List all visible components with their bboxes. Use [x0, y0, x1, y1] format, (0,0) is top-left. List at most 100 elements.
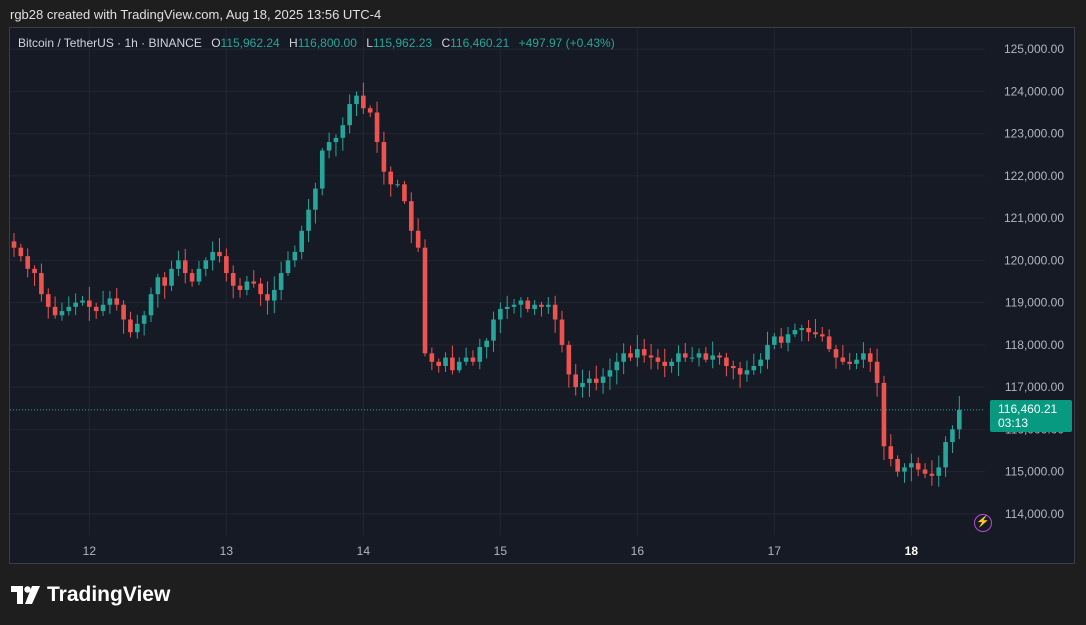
bolt-icon[interactable]: ⚡	[974, 514, 992, 532]
candle-body	[313, 188, 318, 210]
candle-body	[463, 357, 469, 362]
candle-body	[504, 306, 510, 309]
candle-body	[66, 306, 72, 312]
candle-body	[532, 304, 537, 309]
candle-body	[833, 349, 839, 358]
price-axis: 114,000.00115,000.00116,000.00117,000.00…	[1004, 42, 1064, 521]
candle-body	[785, 334, 791, 343]
time-axis: 12 13 14 15 16 17 18	[83, 544, 919, 558]
candle-body	[381, 142, 387, 172]
candles	[11, 82, 962, 487]
candle-body	[80, 300, 85, 303]
candle-body	[867, 353, 873, 362]
candle-body	[456, 361, 462, 371]
candle-body	[730, 366, 736, 369]
candle-body	[155, 277, 161, 295]
candle-body	[347, 104, 352, 126]
last-price-value: 116,460.21	[998, 402, 1058, 416]
candle-body	[525, 300, 531, 309]
time-tick-label: 16	[631, 544, 645, 558]
candle-body	[861, 353, 866, 360]
legend-change: +497.97 (+0.43%)	[518, 36, 615, 50]
candle-body	[203, 260, 209, 269]
legend-low-label: L	[366, 36, 373, 50]
time-tick-label: 15	[494, 544, 508, 558]
candle-body	[224, 256, 229, 274]
candle-body	[73, 302, 78, 307]
grid-lines	[10, 28, 985, 535]
candle-body	[648, 355, 654, 358]
candle-body	[724, 357, 729, 366]
price-tick-label: 119,000.00	[1005, 296, 1064, 310]
candle-body	[813, 332, 818, 335]
candle-body	[182, 260, 188, 274]
candle-body	[258, 283, 263, 295]
candle-body	[251, 281, 257, 284]
legend-low: 115,962.23	[372, 36, 433, 50]
candle-body	[957, 409, 962, 430]
candle-body	[607, 370, 613, 377]
candle-body	[402, 184, 407, 202]
candle-body	[751, 366, 757, 371]
price-tick-label: 114,000.00	[1005, 507, 1064, 521]
tradingview-logo[interactable]: TradingView	[11, 583, 170, 607]
candle-body	[484, 340, 489, 347]
candle-body	[361, 95, 366, 109]
candle-body	[614, 361, 620, 371]
time-tick-label: 17	[768, 544, 782, 558]
candle-body	[374, 112, 380, 143]
candle-body	[210, 251, 215, 261]
candle-body	[676, 353, 681, 362]
candle-body	[292, 251, 298, 261]
candle-body	[669, 361, 674, 366]
time-tick-label: 13	[220, 544, 234, 558]
candle-body	[141, 315, 147, 324]
candle-body	[820, 334, 825, 337]
candle-body	[326, 142, 332, 151]
candle-body	[244, 281, 250, 290]
candle-body	[593, 378, 599, 383]
chart-frame[interactable]: 114,000.00115,000.00116,000.00117,000.00…	[9, 27, 1075, 564]
candle-body	[32, 268, 37, 274]
candle-body	[477, 346, 483, 362]
legend-open: 115,962.24	[220, 36, 280, 50]
price-tick-label: 118,000.00	[1005, 338, 1064, 352]
candle-body	[306, 209, 311, 231]
symbol-legend: Bitcoin / TetherUS · 1h · BINANCE O115,9…	[18, 36, 615, 50]
candle-body	[25, 256, 30, 269]
candle-body	[422, 247, 428, 354]
candle-body	[18, 247, 24, 257]
candle-body	[881, 382, 887, 447]
candle-body	[299, 230, 304, 252]
candle-body	[621, 353, 626, 362]
candle-body	[840, 357, 846, 362]
candle-body	[950, 429, 955, 443]
candle-body	[710, 355, 715, 360]
tradingview-logo-icon	[11, 586, 40, 604]
candle-body	[683, 353, 688, 358]
candle-body	[498, 308, 503, 320]
candle-body	[703, 353, 709, 360]
legend-open-label: O	[211, 36, 221, 50]
candle-body	[162, 277, 167, 286]
candle-body	[176, 260, 181, 269]
candle-body	[662, 361, 668, 366]
candle-body	[799, 327, 805, 331]
candle-body	[52, 306, 58, 316]
candle-body	[128, 319, 133, 333]
legend-high: 116,800.00	[297, 36, 357, 50]
price-tick-label: 117,000.00	[1005, 380, 1064, 394]
candle-body	[354, 95, 359, 105]
candle-body	[265, 294, 270, 301]
candle-body	[107, 298, 113, 305]
brand-name: TradingView	[47, 583, 171, 606]
candle-body	[450, 357, 455, 371]
candle-body	[87, 300, 92, 307]
candle-body	[737, 368, 743, 375]
candlestick-chart[interactable]: 114,000.00115,000.00116,000.00117,000.00…	[10, 28, 1074, 563]
candle-body	[518, 300, 524, 305]
candle-body	[758, 359, 763, 366]
candle-body	[491, 319, 496, 341]
chart-caption: rgb28 created with TradingView.com, Aug …	[10, 7, 382, 22]
candle-body	[237, 285, 243, 290]
